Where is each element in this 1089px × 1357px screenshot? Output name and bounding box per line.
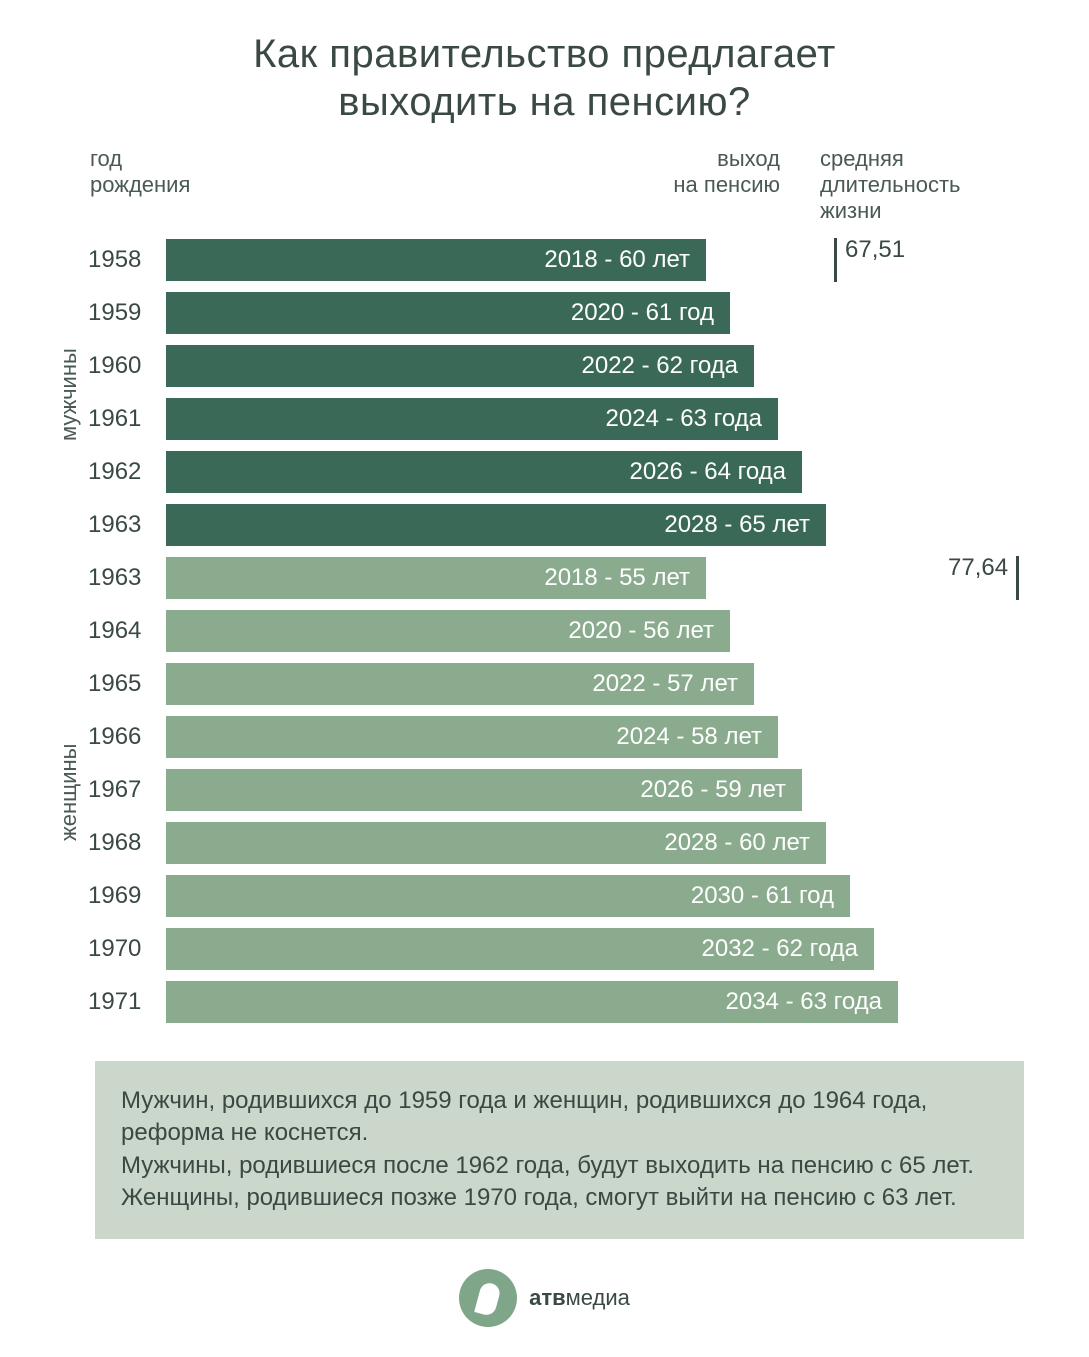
birth-year-label: 1963	[88, 511, 166, 539]
bar-row: 19672026 - 59 лет	[88, 766, 898, 814]
retirement-bar: 2018 - 55 лет	[166, 557, 706, 599]
birth-year-label: 1970	[88, 935, 166, 963]
logo-text: атвмедиа	[529, 1285, 630, 1311]
retirement-bar: 2024 - 63 года	[166, 398, 778, 440]
bar-row: 19682028 - 60 лет	[88, 819, 898, 867]
footnote-text: Мужчин, родившихся до 1959 года и женщин…	[121, 1087, 974, 1211]
retirement-bar: 2024 - 58 лет	[166, 716, 778, 758]
retirement-bar: 2034 - 63 года	[166, 981, 898, 1023]
women-life-expectancy: 77,64	[898, 554, 1019, 600]
retirement-bar: 2018 - 60 лет	[166, 239, 706, 281]
logo-rest: медиа	[566, 1285, 630, 1310]
men-group-label: мужчины	[50, 236, 88, 554]
women-bars: 19632018 - 55 лет19642020 - 56 лет196520…	[88, 554, 898, 1031]
logo-row: атвмедиа	[20, 1269, 1069, 1327]
retirement-bar: 2026 - 59 лет	[166, 769, 802, 811]
logo-icon	[459, 1269, 517, 1327]
men-life-value: 67,51	[845, 236, 905, 264]
birth-year-label: 1958	[88, 246, 166, 274]
header-birth-year: год рождения	[90, 146, 290, 224]
women-life-value: 77,64	[948, 554, 1008, 582]
birth-year-label: 1968	[88, 829, 166, 857]
retirement-bar: 2022 - 62 года	[166, 345, 754, 387]
life-line-icon	[1016, 556, 1019, 600]
bar-row: 19632018 - 55 лет	[88, 554, 898, 602]
chart-title: Как правительство предлагает выходить на…	[20, 30, 1069, 126]
men-bars: 19582018 - 60 лет19592020 - 61 год196020…	[88, 236, 826, 554]
retirement-bar: 2022 - 57 лет	[166, 663, 754, 705]
bar-row: 19622026 - 64 года	[88, 448, 826, 496]
header-life-expectancy: средняя длительность жизни	[820, 146, 1069, 224]
retirement-bar: 2030 - 61 год	[166, 875, 850, 917]
bar-row: 19592020 - 61 год	[88, 289, 826, 337]
bar-row: 19652022 - 57 лет	[88, 660, 898, 708]
logo-bold: атв	[529, 1285, 566, 1310]
retirement-bar: 2020 - 61 год	[166, 292, 730, 334]
header-retirement: выход на пенсию	[290, 146, 820, 224]
birth-year-label: 1959	[88, 299, 166, 327]
title-line-1: Как правительство предлагает	[253, 32, 836, 76]
column-headers: год рождения выход на пенсию средняя дли…	[90, 146, 1069, 224]
bar-row: 19642020 - 56 лет	[88, 607, 898, 655]
logo-comma-shape	[474, 1281, 502, 1317]
birth-year-label: 1960	[88, 352, 166, 380]
bar-row: 19702032 - 62 года	[88, 925, 898, 973]
retirement-bar: 2032 - 62 года	[166, 928, 874, 970]
retirement-bar: 2020 - 56 лет	[166, 610, 730, 652]
bar-row: 19582018 - 60 лет	[88, 236, 826, 284]
bar-row: 19602022 - 62 года	[88, 342, 826, 390]
footnote-box: Мужчин, родившихся до 1959 года и женщин…	[95, 1061, 1024, 1239]
bar-row: 19662024 - 58 лет	[88, 713, 898, 761]
bar-row: 19712034 - 63 года	[88, 978, 898, 1026]
bar-row: 19612024 - 63 года	[88, 395, 826, 443]
birth-year-label: 1966	[88, 723, 166, 751]
men-life-expectancy: 67,51	[826, 236, 905, 282]
life-line-icon	[834, 238, 837, 282]
women-section: женщины 19632018 - 55 лет19642020 - 56 л…	[50, 554, 1069, 1031]
birth-year-label: 1965	[88, 670, 166, 698]
birth-year-label: 1964	[88, 617, 166, 645]
retirement-bar: 2028 - 65 лет	[166, 504, 826, 546]
retirement-bar: 2028 - 60 лет	[166, 822, 826, 864]
birth-year-label: 1963	[88, 564, 166, 592]
birth-year-label: 1971	[88, 988, 166, 1016]
birth-year-label: 1969	[88, 882, 166, 910]
birth-year-label: 1967	[88, 776, 166, 804]
men-section: мужчины 19582018 - 60 лет19592020 - 61 г…	[50, 236, 1069, 554]
retirement-bar: 2026 - 64 года	[166, 451, 802, 493]
bar-row: 19632028 - 65 лет	[88, 501, 826, 549]
women-group-label: женщины	[50, 554, 88, 1031]
birth-year-label: 1961	[88, 405, 166, 433]
bar-row: 19692030 - 61 год	[88, 872, 898, 920]
birth-year-label: 1962	[88, 458, 166, 486]
title-line-2: выходить на пенсию?	[338, 80, 750, 124]
infographic-container: Как правительство предлагает выходить на…	[0, 0, 1089, 1357]
